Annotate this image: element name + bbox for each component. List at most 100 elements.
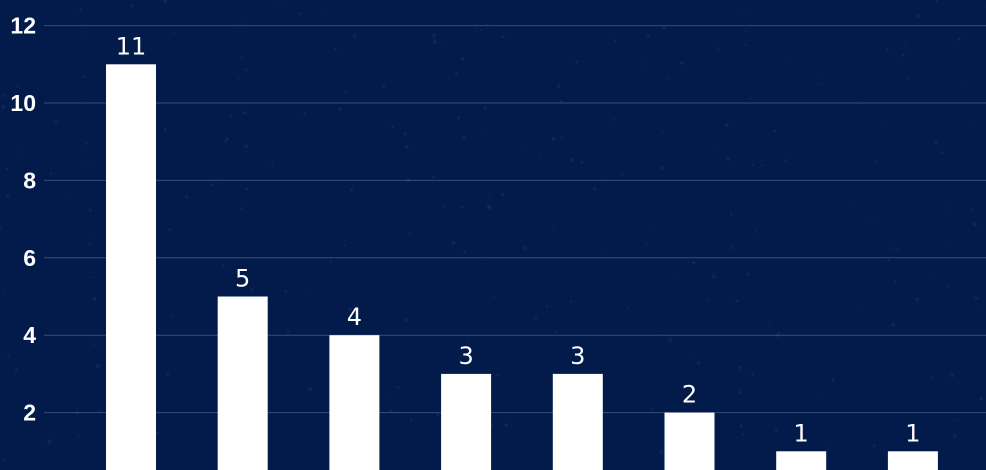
background-speck (120, 54, 123, 57)
background-speck (755, 230, 758, 233)
background-speck (349, 188, 354, 192)
background-speck (82, 75, 86, 79)
background-speck (404, 318, 409, 322)
background-speck (389, 409, 393, 413)
background-speck (768, 324, 771, 327)
background-speck (333, 47, 337, 51)
background-speck (0, 227, 2, 231)
background-speck (818, 395, 821, 398)
y-tick-label: 6 (23, 245, 36, 271)
background-speck (461, 135, 466, 140)
background-speck (860, 100, 863, 103)
background-speck (660, 166, 665, 170)
background-speck (671, 331, 673, 334)
background-speck (784, 159, 788, 162)
background-speck (519, 147, 522, 149)
background-speck (600, 179, 603, 182)
background-speck (915, 297, 920, 302)
background-speck (661, 131, 664, 133)
background-speck (239, 206, 243, 210)
background-speck (6, 194, 10, 198)
background-speck (308, 387, 313, 392)
background-speck (774, 428, 778, 432)
background-speck (742, 10, 746, 13)
background-speck (303, 112, 306, 116)
background-speck (831, 378, 836, 382)
background-speck (389, 394, 392, 397)
background-speck (668, 337, 673, 342)
background-speck (534, 316, 538, 320)
background-speck (580, 160, 584, 164)
background-speck (501, 35, 505, 39)
background-speck (83, 97, 86, 100)
y-tick-label: 10 (10, 90, 36, 116)
background-speck (242, 111, 247, 115)
background-speck (348, 307, 352, 311)
background-speck (344, 90, 347, 94)
background-speck (14, 371, 16, 373)
background-speck (659, 449, 663, 454)
background-speck (49, 172, 53, 175)
background-speck (716, 47, 720, 50)
background-speck (645, 242, 648, 245)
background-speck (569, 300, 573, 303)
background-speck (554, 330, 558, 334)
background-speck (886, 48, 889, 51)
background-speck (456, 116, 461, 120)
background-speck (432, 33, 437, 38)
background-speck (873, 444, 876, 447)
background-speck (500, 192, 505, 197)
background-speck (935, 0, 938, 3)
background-speck (705, 299, 709, 302)
gridlines (44, 25, 986, 414)
background-speck (676, 278, 678, 281)
background-speck (403, 132, 407, 136)
background-speck (408, 232, 412, 236)
background-speck (5, 167, 9, 171)
background-speck (271, 164, 274, 167)
background-speck (975, 308, 978, 311)
background-speck (488, 206, 492, 210)
background-speck (748, 96, 751, 100)
background-speck (957, 37, 961, 41)
background-speck (729, 212, 733, 216)
background-speck (905, 44, 908, 47)
background-speck (25, 98, 28, 101)
background-speck (85, 142, 89, 145)
background-speck (483, 106, 487, 110)
background-speck (95, 342, 98, 345)
bars (106, 64, 938, 470)
background-speck (95, 364, 100, 368)
background-speck (92, 297, 97, 302)
background-speck (2, 290, 5, 293)
bar (106, 64, 156, 470)
background-speck (738, 366, 742, 370)
background-speck (551, 137, 556, 141)
background-speck (98, 409, 101, 412)
background-speck (690, 359, 692, 361)
background-speck (947, 285, 950, 288)
background-speck (697, 361, 701, 365)
background-speck (726, 156, 731, 161)
background-speck (163, 0, 167, 4)
bar (329, 335, 380, 470)
background-speck (409, 418, 413, 422)
background-speck (960, 82, 962, 85)
background-speck (614, 39, 617, 42)
background-speck (650, 407, 653, 410)
bar-value-label: 3 (570, 342, 585, 370)
background-speck (711, 274, 716, 279)
background-speck (950, 373, 955, 378)
background-speck (817, 82, 820, 86)
background-speck (725, 123, 729, 128)
y-tick-label: 2 (23, 400, 36, 426)
background-speck (559, 99, 563, 103)
background-speck (655, 330, 658, 332)
background-speck (219, 182, 221, 185)
background-speck (983, 5, 986, 8)
background-speck (27, 251, 30, 254)
background-speck (906, 77, 909, 80)
bar (217, 296, 268, 470)
background-speck (940, 151, 944, 154)
